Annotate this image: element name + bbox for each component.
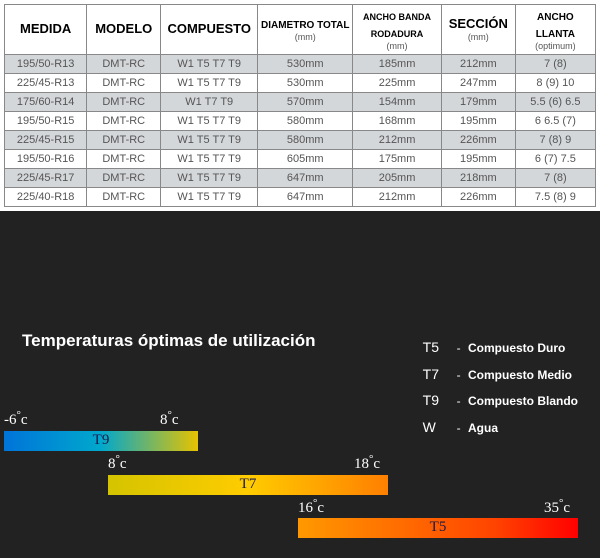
- th-banda: ANCHO BANDA RODADURA(mm): [353, 5, 442, 55]
- table-row: 225/40-R18DMT-RCW1 T5 T7 T9647mm212mm226…: [5, 188, 596, 207]
- t7-bar: T7: [108, 475, 388, 495]
- table-cell: 7 (8): [515, 169, 595, 188]
- t9-bar-label: T9: [4, 432, 198, 449]
- legend-item: W- Agua: [423, 414, 578, 441]
- table-cell: 205mm: [353, 169, 442, 188]
- table-row: 225/45-R13DMT-RCW1 T5 T7 T9530mm225mm247…: [5, 74, 596, 93]
- t5-bar: T5: [298, 518, 578, 538]
- table-cell: DMT-RC: [87, 150, 161, 169]
- compound-legend: T5- Compuesto Duro T7- Compuesto Medio T…: [423, 334, 578, 440]
- table-cell: 647mm: [258, 188, 353, 207]
- table-cell: 195mm: [441, 112, 515, 131]
- table-cell: W1 T5 T7 T9: [161, 150, 258, 169]
- table-container: MEDIDA MODELO COMPUESTO DIAMETRO TOTAL(m…: [0, 0, 600, 211]
- table-cell: W1 T5 T7 T9: [161, 55, 258, 74]
- table-row: 195/50-R15DMT-RCW1 T5 T7 T9580mm168mm195…: [5, 112, 596, 131]
- table-cell: 580mm: [258, 131, 353, 150]
- t9-bar: T9: [4, 431, 198, 451]
- temperature-section: Temperaturas óptimas de utilización T5- …: [0, 211, 600, 541]
- table-cell: W1 T5 T7 T9: [161, 131, 258, 150]
- table-cell: 225/40-R18: [5, 188, 87, 207]
- table-cell: 168mm: [353, 112, 442, 131]
- table-cell: W1 T5 T7 T9: [161, 74, 258, 93]
- table-cell: 7 (8): [515, 55, 595, 74]
- table-cell: 195/50-R15: [5, 112, 87, 131]
- th-modelo: MODELO: [87, 5, 161, 55]
- table-cell: W1 T5 T7 T9: [161, 188, 258, 207]
- table-cell: DMT-RC: [87, 93, 161, 112]
- table-cell: W1 T7 T9: [161, 93, 258, 112]
- table-cell: 226mm: [441, 131, 515, 150]
- table-cell: 226mm: [441, 188, 515, 207]
- table-cell: DMT-RC: [87, 131, 161, 150]
- table-cell: DMT-RC: [87, 188, 161, 207]
- t7-low-label: 8°c: [108, 453, 127, 473]
- table-cell: W1 T5 T7 T9: [161, 112, 258, 131]
- table-cell: DMT-RC: [87, 169, 161, 188]
- t9-high-label: 8°c: [160, 409, 179, 429]
- spec-table: MEDIDA MODELO COMPUESTO DIAMETRO TOTAL(m…: [4, 4, 596, 207]
- th-diametro: DIAMETRO TOTAL(mm): [258, 5, 353, 55]
- table-row: 195/50-R13DMT-RCW1 T5 T7 T9530mm185mm212…: [5, 55, 596, 74]
- table-cell: 212mm: [353, 131, 442, 150]
- table-cell: DMT-RC: [87, 74, 161, 93]
- th-medida: MEDIDA: [5, 5, 87, 55]
- table-row: 175/60-R14DMT-RCW1 T7 T9570mm154mm179mm5…: [5, 93, 596, 112]
- table-cell: 212mm: [441, 55, 515, 74]
- table-cell: 605mm: [258, 150, 353, 169]
- table-cell: 185mm: [353, 55, 442, 74]
- table-cell: 225mm: [353, 74, 442, 93]
- table-cell: 7 (8) 9: [515, 131, 595, 150]
- t7-bar-label: T7: [108, 476, 388, 493]
- table-cell: 225/45-R15: [5, 131, 87, 150]
- table-cell: 6 6.5 (7): [515, 112, 595, 131]
- legend-item: T5- Compuesto Duro: [423, 334, 578, 361]
- table-cell: DMT-RC: [87, 112, 161, 131]
- table-cell: 647mm: [258, 169, 353, 188]
- table-cell: 195mm: [441, 150, 515, 169]
- table-cell: DMT-RC: [87, 55, 161, 74]
- table-cell: 218mm: [441, 169, 515, 188]
- t5-high-label: 35°c: [544, 497, 570, 517]
- table-row: 195/50-R16DMT-RCW1 T5 T7 T9605mm175mm195…: [5, 150, 596, 169]
- table-cell: 7.5 (8) 9: [515, 188, 595, 207]
- legend-item: T7- Compuesto Medio: [423, 361, 578, 388]
- table-row: 225/45-R17DMT-RCW1 T5 T7 T9647mm205mm218…: [5, 169, 596, 188]
- table-cell: 5.5 (6) 6.5: [515, 93, 595, 112]
- table-cell: 154mm: [353, 93, 442, 112]
- table-cell: 195/50-R16: [5, 150, 87, 169]
- t9-low-label: -6°c: [4, 409, 28, 429]
- table-cell: 530mm: [258, 55, 353, 74]
- t5-bar-label: T5: [298, 519, 578, 536]
- table-cell: 175/60-R14: [5, 93, 87, 112]
- th-llanta: ANCHO LLANTA(optimum): [515, 5, 595, 55]
- table-cell: 6 (7) 7.5: [515, 150, 595, 169]
- temp-title: Temperaturas óptimas de utilización: [22, 331, 315, 351]
- table-cell: 8 (9) 10: [515, 74, 595, 93]
- table-cell: 570mm: [258, 93, 353, 112]
- t7-high-label: 18°c: [354, 453, 380, 473]
- table-cell: 580mm: [258, 112, 353, 131]
- table-cell: 225/45-R13: [5, 74, 87, 93]
- th-seccion: SECCIÓN(mm): [441, 5, 515, 55]
- table-header-row: MEDIDA MODELO COMPUESTO DIAMETRO TOTAL(m…: [5, 5, 596, 55]
- t5-low-label: 16°c: [298, 497, 324, 517]
- table-cell: W1 T5 T7 T9: [161, 169, 258, 188]
- table-cell: 225/45-R17: [5, 169, 87, 188]
- table-row: 225/45-R15DMT-RCW1 T5 T7 T9580mm212mm226…: [5, 131, 596, 150]
- table-cell: 195/50-R13: [5, 55, 87, 74]
- legend-item: T9- Compuesto Blando: [423, 387, 578, 414]
- table-cell: 212mm: [353, 188, 442, 207]
- table-cell: 247mm: [441, 74, 515, 93]
- table-cell: 530mm: [258, 74, 353, 93]
- table-cell: 179mm: [441, 93, 515, 112]
- th-compuesto: COMPUESTO: [161, 5, 258, 55]
- table-cell: 175mm: [353, 150, 442, 169]
